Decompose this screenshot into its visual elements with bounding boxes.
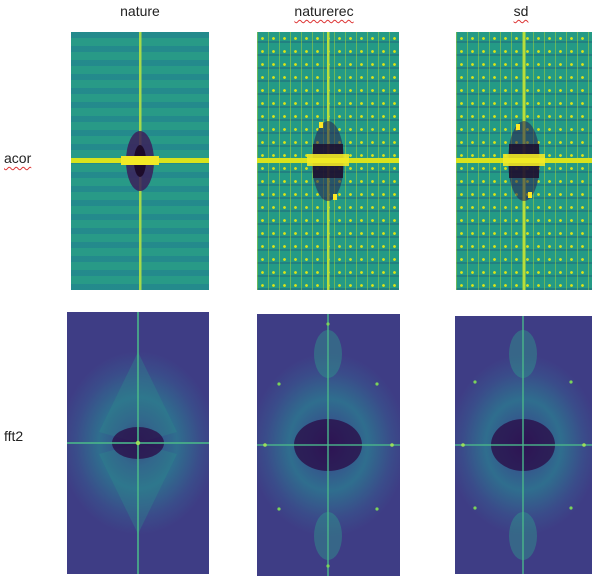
fft2-naturerec-panel xyxy=(257,314,400,576)
row-title-acor: acor xyxy=(4,150,31,166)
acor-naturerec-panel xyxy=(257,32,399,290)
column-title-naturerec: naturerec xyxy=(248,0,400,22)
column-title-sd: sd xyxy=(445,0,596,22)
column-title-sd-text: sd xyxy=(513,3,529,19)
column-title-naturerec-text: naturerec xyxy=(294,3,354,19)
column-title-nature: nature xyxy=(120,3,160,19)
row-title-acor-text: acor xyxy=(4,150,32,166)
fft2-sd-panel xyxy=(455,316,592,574)
fft2-nature-panel xyxy=(67,312,209,574)
acor-nature-panel xyxy=(71,32,209,290)
acor-sd-panel xyxy=(456,32,592,290)
row-title-fft2: fft2 xyxy=(4,428,24,444)
